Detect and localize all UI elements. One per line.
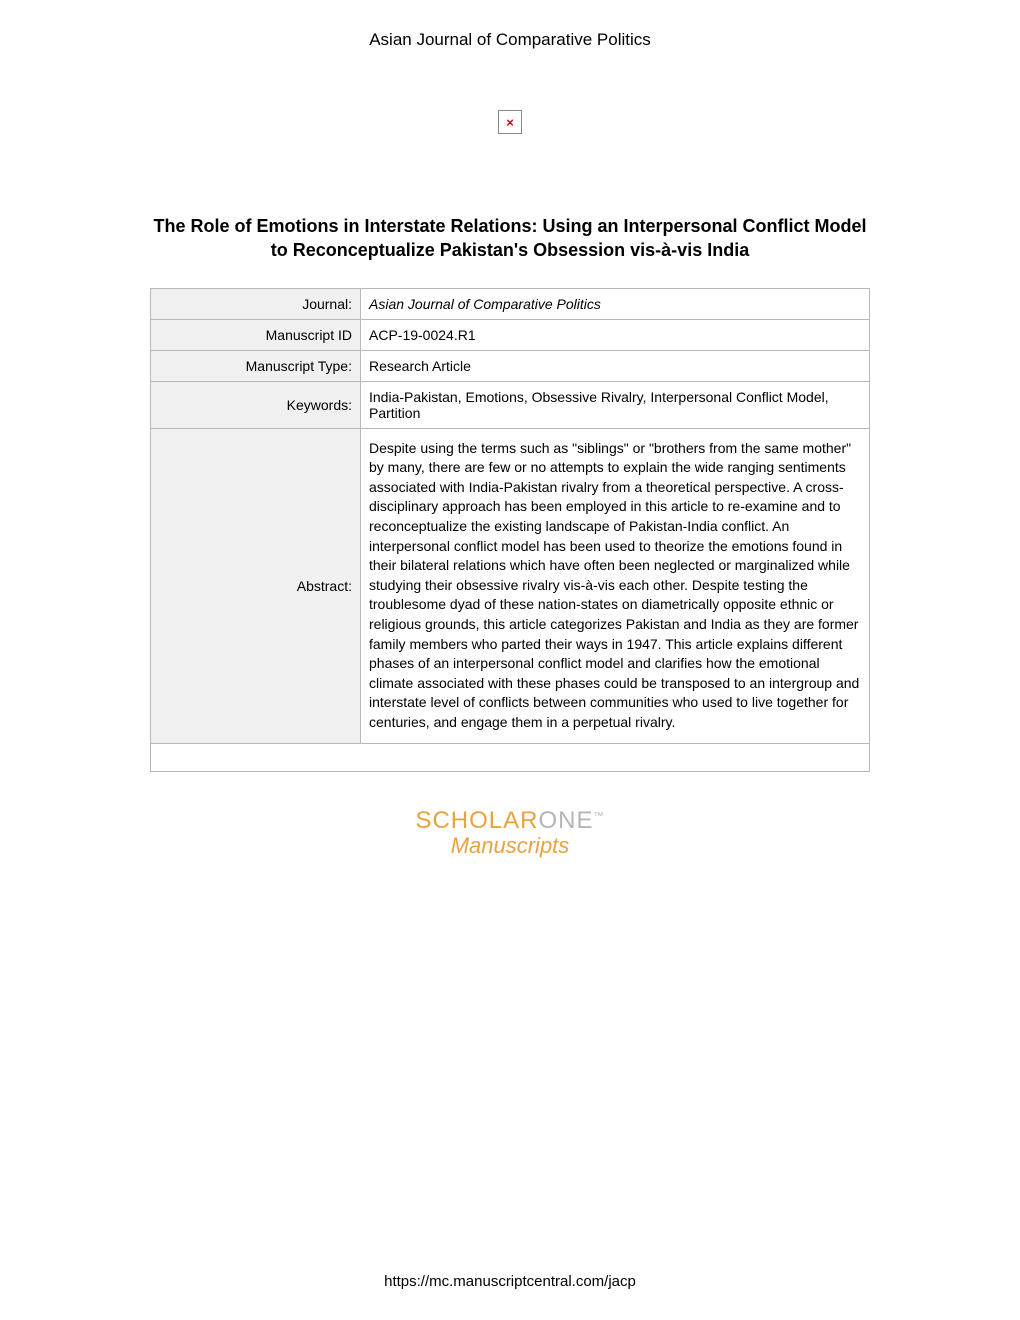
journal-value: Asian Journal of Comparative Politics [361, 288, 870, 319]
blank-cell [151, 743, 870, 771]
table-row-journal: Journal: Asian Journal of Comparative Po… [151, 288, 870, 319]
broken-image-x: × [506, 116, 514, 129]
table-row-manuscript-type: Manuscript Type: Research Article [151, 350, 870, 381]
abstract-value: Despite using the terms such as "sibling… [361, 428, 870, 743]
footer-url: https://mc.manuscriptcentral.com/jacp [0, 1273, 1020, 1290]
abstract-label: Abstract: [151, 428, 361, 743]
manuscript-type-value: Research Article [361, 350, 870, 381]
scholarone-logo: SCHOLARONE™ Manuscripts [0, 807, 1020, 859]
scholarone-wordmark: SCHOLARONE™ [0, 807, 1020, 835]
tm-text: ™ [594, 811, 605, 822]
table-row-blank [151, 743, 870, 771]
journal-header: Asian Journal of Comparative Politics [0, 0, 1020, 50]
table-row-manuscript-id: Manuscript ID ACP-19-0024.R1 [151, 319, 870, 350]
one-text: ONE [539, 807, 594, 834]
manuscript-id-value: ACP-19-0024.R1 [361, 319, 870, 350]
table-row-keywords: Keywords: India-Pakistan, Emotions, Obse… [151, 381, 870, 428]
scholar-text: SCHOLAR [415, 807, 538, 834]
manuscript-id-label: Manuscript ID [151, 319, 361, 350]
journal-label: Journal: [151, 288, 361, 319]
metadata-table: Journal: Asian Journal of Comparative Po… [150, 288, 870, 772]
article-title: The Role of Emotions in Interstate Relat… [150, 214, 870, 263]
manuscript-type-label: Manuscript Type: [151, 350, 361, 381]
keywords-value: India-Pakistan, Emotions, Obsessive Riva… [361, 381, 870, 428]
table-row-abstract: Abstract: Despite using the terms such a… [151, 428, 870, 743]
manuscripts-text: Manuscripts [0, 833, 1020, 859]
broken-image-icon: × [498, 110, 522, 134]
keywords-label: Keywords: [151, 381, 361, 428]
